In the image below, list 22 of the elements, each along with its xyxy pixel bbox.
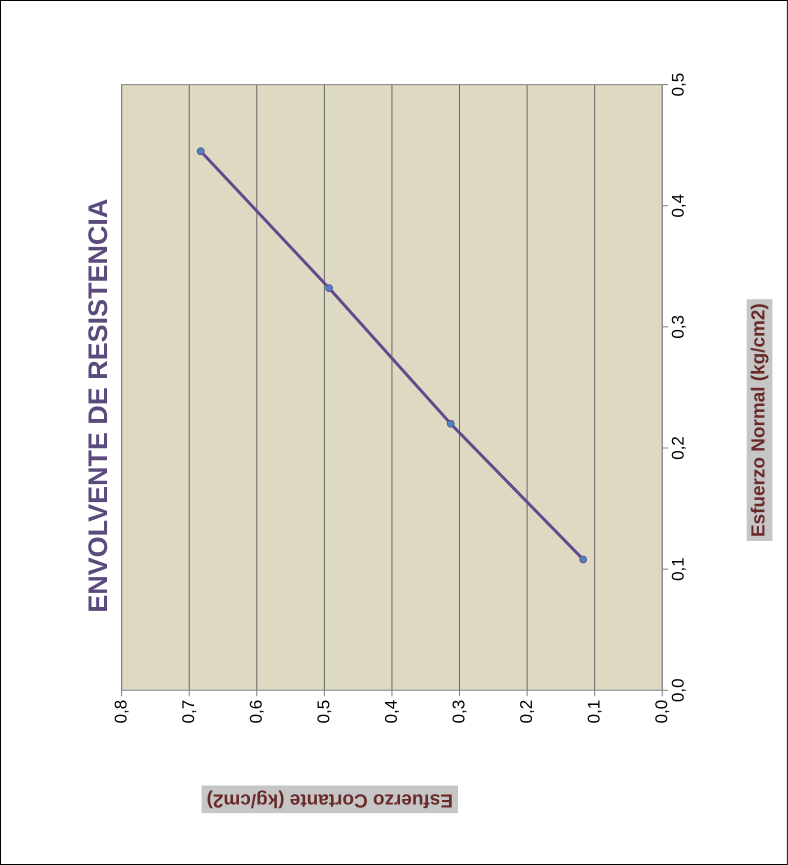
point bbox=[446, 420, 455, 428]
x-tick-label: 0,4 bbox=[384, 700, 399, 723]
text: ENVOLVENTE DE RESISTENCIA bbox=[88, 199, 108, 611]
point bbox=[196, 147, 205, 156]
point bbox=[579, 556, 588, 564]
y-tick-label: 0,5 bbox=[672, 74, 686, 96]
point bbox=[325, 284, 334, 292]
y-axis-title: Esfuerzo Normal (kg/cm2) bbox=[750, 304, 768, 536]
x-tick-label: 0,8 bbox=[114, 700, 129, 723]
x-tick-label: 0,6 bbox=[250, 700, 264, 723]
x-tick-label: 0,7 bbox=[182, 700, 196, 723]
x-tick-label: 0,2 bbox=[520, 700, 534, 723]
y-tick-label: 0,1 bbox=[672, 558, 686, 580]
x-tick-label: 0,0 bbox=[655, 700, 670, 723]
y-tick-label: 0,2 bbox=[672, 437, 686, 460]
x-tick-label: 0,3 bbox=[452, 700, 467, 723]
x-axis-title: Esfuerzo Cortante (kg/cm2) bbox=[208, 790, 452, 808]
y-tick-label: 0,3 bbox=[672, 316, 686, 338]
x-tick-label: 0,5 bbox=[317, 700, 332, 723]
y-tick-label: 0,0 bbox=[672, 679, 686, 702]
x-tick-label: 0,1 bbox=[588, 700, 602, 723]
y-tick-label: 0,4 bbox=[672, 194, 686, 217]
